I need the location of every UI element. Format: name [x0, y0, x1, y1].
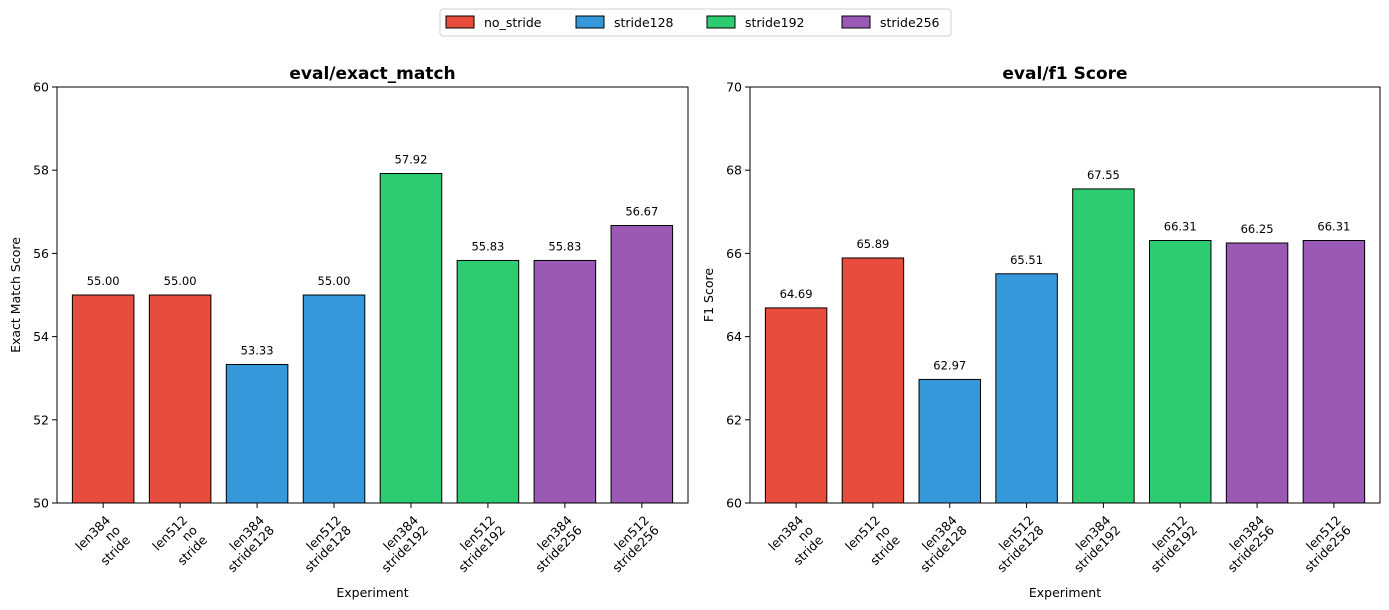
- value-label: 66.31: [1317, 220, 1350, 234]
- y-axis-label: Exact Match Score: [8, 237, 23, 353]
- bar-len512-stride128: [995, 273, 1058, 504]
- y-tick-label: 66: [726, 246, 742, 261]
- chart-title: eval/f1 Score: [1002, 64, 1127, 84]
- exact-match-chart: 55.00 55.00 53.33 55.00 57.92 55.83 55.83 56.67…: [8, 64, 689, 600]
- y-tick-label: 60: [726, 496, 742, 511]
- y-tick-label: 52: [33, 412, 49, 427]
- legend-swatch-no_stride: [445, 15, 475, 29]
- x-tick-label: len384stride192: [1061, 512, 1124, 575]
- value-label: 55.00: [87, 274, 120, 288]
- x-tick-label: len512nostride: [842, 512, 903, 573]
- bar-len512-stride192: [1149, 240, 1212, 504]
- x-tick-label: len512stride128: [291, 512, 354, 575]
- y-tick-label: 60: [33, 80, 49, 95]
- x-tick-label: len384stride256: [522, 512, 585, 575]
- legend-swatch-stride192: [706, 15, 736, 29]
- legend-swatch-stride256: [841, 15, 871, 29]
- legend-label-stride128: stride128: [614, 15, 674, 30]
- x-axis-label: Experiment: [1029, 585, 1101, 600]
- y-tick-label: 70: [726, 80, 742, 95]
- legend-frame: [439, 8, 952, 37]
- legend-label-stride192: stride192: [745, 15, 805, 30]
- y-tick-label: 68: [726, 163, 742, 178]
- bar-len512-stride128: [302, 294, 366, 504]
- x-tick-label: len512stride256: [599, 512, 662, 575]
- value-label: 62.97: [933, 358, 966, 372]
- x-tick-label: len512stride256: [1291, 512, 1354, 575]
- bar-len512-no-stride: [148, 294, 212, 504]
- value-label: 57.92: [395, 153, 428, 167]
- value-label: 55.83: [548, 239, 581, 253]
- y-tick-label: 64: [726, 329, 742, 344]
- axes-frame: [56, 86, 689, 504]
- bar-len512-stride192: [456, 259, 520, 504]
- x-tick-label: len512stride128: [984, 512, 1047, 575]
- x-axis-label: Experiment: [336, 585, 408, 600]
- x-tick-label: len384stride128: [215, 512, 278, 575]
- value-label: 56.67: [625, 205, 658, 219]
- x-tick-label: len384stride192: [368, 512, 431, 575]
- value-label: 64.69: [780, 287, 813, 301]
- legend-swatch-stride128: [575, 15, 605, 29]
- bar-len512-no-stride: [841, 257, 905, 504]
- value-label: 65.89: [856, 237, 889, 251]
- x-tick-label: len384nostride: [765, 512, 826, 573]
- bar-len384-stride128: [225, 363, 289, 504]
- value-label: 66.25: [1241, 222, 1274, 236]
- bar-len384-stride256: [1225, 242, 1289, 504]
- legend-label-stride256: stride256: [880, 15, 940, 30]
- bar-len384-stride192: [379, 173, 443, 504]
- y-tick-label: 56: [33, 246, 49, 261]
- y-tick-label: 54: [33, 329, 49, 344]
- legend: no_stride stride128 stride192 stride256: [439, 8, 952, 37]
- value-label: 55.83: [471, 239, 504, 253]
- x-tick-label: len384stride128: [907, 512, 970, 575]
- x-tick-label: len384nostride: [72, 512, 133, 573]
- bar-len384-no-stride: [71, 294, 135, 504]
- chart-title: eval/exact_match: [289, 64, 455, 84]
- axes-frame: [749, 86, 1381, 504]
- bar-len384-no-stride: [764, 307, 828, 504]
- value-label: 67.55: [1087, 168, 1120, 182]
- x-tick-label: len512nostride: [149, 512, 210, 573]
- y-tick-label: 62: [726, 412, 742, 427]
- legend-label-no_stride: no_stride: [484, 15, 542, 30]
- bar-len512-stride256: [1302, 240, 1366, 504]
- f1-score-chart: 64.69 65.89 62.97 65.51 67.55 66.31 66.25 66.31…: [701, 64, 1381, 600]
- value-label: 66.31: [1164, 220, 1197, 234]
- value-label: 55.00: [164, 274, 197, 288]
- x-tick-label: len512stride192: [1138, 513, 1201, 576]
- y-tick-label: 58: [33, 163, 49, 178]
- bar-len512-stride256: [610, 225, 674, 504]
- x-tick-label: len384stride256: [1215, 512, 1278, 575]
- value-label: 53.33: [241, 343, 274, 357]
- bar-len384-stride128: [918, 378, 981, 504]
- x-tick-label: len512stride192: [445, 513, 508, 576]
- y-axis-label: F1 Score: [701, 268, 716, 322]
- value-label: 65.51: [1010, 253, 1043, 267]
- bar-len384-stride256: [533, 259, 597, 504]
- bar-len384-stride192: [1072, 188, 1135, 504]
- value-label: 55.00: [318, 274, 351, 288]
- y-tick-label: 50: [33, 496, 49, 511]
